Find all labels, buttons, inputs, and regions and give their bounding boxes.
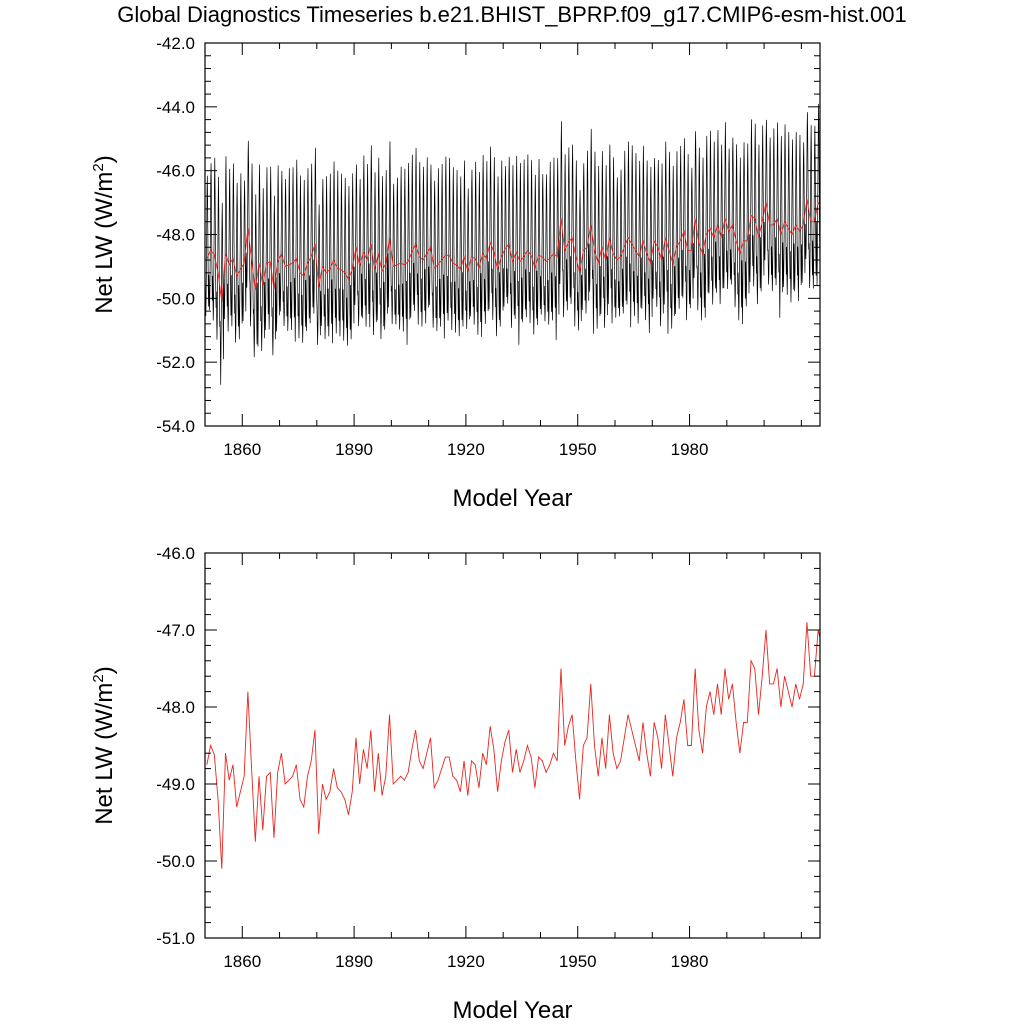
annual-series-line — [206, 622, 820, 869]
y-tick-label: -50.0 — [156, 289, 195, 308]
y-tick-label: -49.0 — [156, 775, 195, 794]
top-axis-ticks — [204, 42, 820, 427]
x-tick-label: 1890 — [335, 952, 373, 971]
annual-series-line — [206, 199, 820, 302]
x-tick-label: 1980 — [671, 440, 709, 459]
y-tick-label: -54.0 — [156, 417, 195, 436]
y-tick-label: -46.0 — [156, 162, 195, 181]
y-tick-label: -47.0 — [156, 621, 195, 640]
bottom-axis-ticks — [204, 552, 820, 939]
x-tick-label: 1890 — [335, 440, 373, 459]
y-tick-label: -52.0 — [156, 353, 195, 372]
y-tick-label: -44.0 — [156, 98, 195, 117]
y-tick-label: -46.0 — [156, 544, 195, 563]
x-tick-label: 1860 — [223, 440, 261, 459]
x-tick-label: 1950 — [559, 952, 597, 971]
y-tick-label: -42.0 — [156, 34, 195, 53]
bottom-plot-frame — [204, 552, 821, 939]
x-tick-label: 1860 — [223, 952, 261, 971]
bottom-plot-lines — [206, 622, 820, 869]
bottom-x-axis-title: Model Year — [452, 997, 572, 1024]
x-tick-label: 1920 — [447, 952, 485, 971]
top-chart: -42.0 -44.0 -46.0 -48.0 -50.0 -52.0 -54.0 1860 1… — [90, 34, 821, 512]
x-tick-label: 1980 — [671, 952, 709, 971]
x-tick-label: 1950 — [559, 440, 597, 459]
bottom-y-axis-title: Net LW (W/m2) — [90, 666, 118, 825]
y-tick-label: -48.0 — [156, 698, 195, 717]
y-tick-label: -48.0 — [156, 226, 195, 245]
y-tick-label: -50.0 — [156, 852, 195, 871]
bottom-chart: -46.0 -47.0 -48.0 -49.0 -50.0 -51.0 1860 1890 19… — [90, 544, 821, 1024]
page-title: Global Diagnostics Timeseries b.e21.BHIS… — [117, 2, 907, 27]
top-y-axis-title: Net LW (W/m2) — [90, 155, 118, 314]
top-x-axis-title: Model Year — [452, 485, 572, 512]
y-tick-label: -51.0 — [156, 929, 195, 948]
bottom-tick-labels: -46.0 -47.0 -48.0 -49.0 -50.0 -51.0 1860 1890 19… — [156, 544, 708, 971]
monthly-series-line — [205, 103, 820, 385]
top-tick-labels: -42.0 -44.0 -46.0 -48.0 -50.0 -52.0 -54.0 1860 1… — [156, 34, 708, 459]
top-plot-lines — [205, 103, 820, 385]
x-tick-label: 1920 — [447, 440, 485, 459]
